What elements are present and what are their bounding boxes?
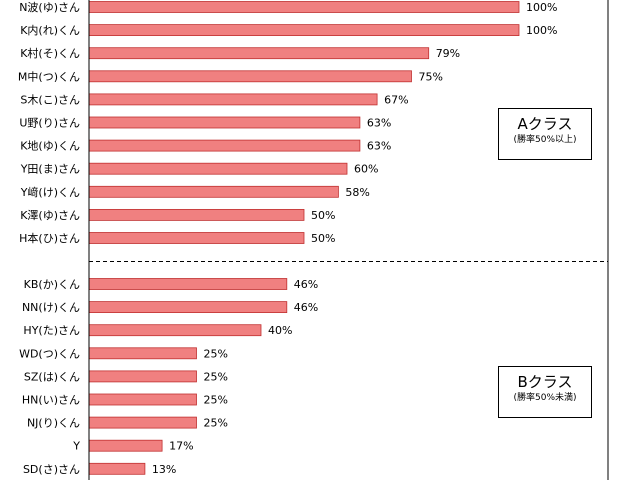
category-label: WD(つ)くん (19, 347, 80, 360)
category-label: NJ(り)くん (27, 417, 80, 430)
category-label: Y田(ま)さん (20, 163, 80, 176)
value-label: 63% (367, 140, 391, 153)
value-label: 25% (204, 370, 228, 383)
category-label: NN(け)くん (22, 301, 80, 314)
bar (88, 93, 378, 106)
class-a-title: Aクラス (517, 115, 573, 133)
bar (88, 439, 163, 452)
bar (88, 1, 520, 13)
category-label: Y (72, 440, 80, 453)
category-label: Y﨑(け)くん (20, 185, 80, 199)
value-label: 46% (294, 301, 318, 314)
value-label: 13% (152, 463, 176, 476)
bar (88, 185, 339, 198)
category-label: HN(い)さん (22, 394, 80, 407)
value-label: 75% (419, 70, 443, 83)
bar (88, 24, 520, 37)
category-label: K澤(ゆ)さん (20, 209, 80, 222)
category-label: N波(ゆ)さん (19, 1, 80, 14)
value-label: 50% (311, 232, 335, 245)
value-label: 17% (169, 440, 193, 453)
value-label: 100% (526, 24, 557, 37)
category-label: KB(か)くん (24, 278, 80, 291)
class-a-subtitle: (勝率50%以上) (513, 135, 577, 145)
bar (88, 393, 197, 406)
value-label: 100% (526, 1, 557, 14)
category-label: K内(れ)くん (20, 23, 80, 37)
value-label: 60% (354, 163, 378, 176)
value-label: 67% (384, 93, 408, 106)
class-b-legend: Bクラス (勝率50%未満) (498, 366, 592, 418)
class-a-legend: Aクラス (勝率50%以上) (498, 108, 592, 160)
bar (88, 162, 348, 175)
value-label: 40% (268, 324, 292, 337)
bar (88, 232, 305, 244)
bar (88, 116, 361, 129)
bar (88, 462, 146, 475)
bar (88, 301, 288, 314)
bar (88, 278, 288, 290)
category-label: K村(そ)くん (20, 46, 80, 60)
value-label: 25% (204, 347, 228, 360)
value-label: 58% (345, 186, 369, 199)
category-label: U野(り)さん (19, 117, 80, 130)
bar (88, 370, 197, 383)
bar (88, 416, 197, 429)
bar (88, 324, 262, 337)
value-label: 25% (204, 394, 228, 407)
class-b-subtitle: (勝率50%未満) (513, 393, 577, 403)
category-label: SD(さ)さん (23, 463, 80, 476)
value-label: 50% (311, 209, 335, 222)
bar (88, 70, 412, 83)
category-label: M中(つ)くん (18, 70, 80, 83)
category-label: S木(こ)さん (20, 93, 80, 106)
bar (88, 208, 305, 221)
value-label: 79% (436, 47, 460, 60)
category-label: SZ(は)くん (24, 370, 80, 383)
value-label: 25% (204, 417, 228, 430)
class-b-title: Bクラス (517, 373, 573, 391)
bar (88, 139, 361, 152)
value-label: 46% (294, 278, 318, 291)
bar (88, 47, 430, 60)
value-label: 63% (367, 117, 391, 130)
category-label: K地(ゆ)くん (20, 140, 80, 153)
category-label: H本(ひ)さん (19, 231, 80, 245)
bar (88, 347, 197, 360)
category-label: HY(た)さん (23, 324, 80, 337)
